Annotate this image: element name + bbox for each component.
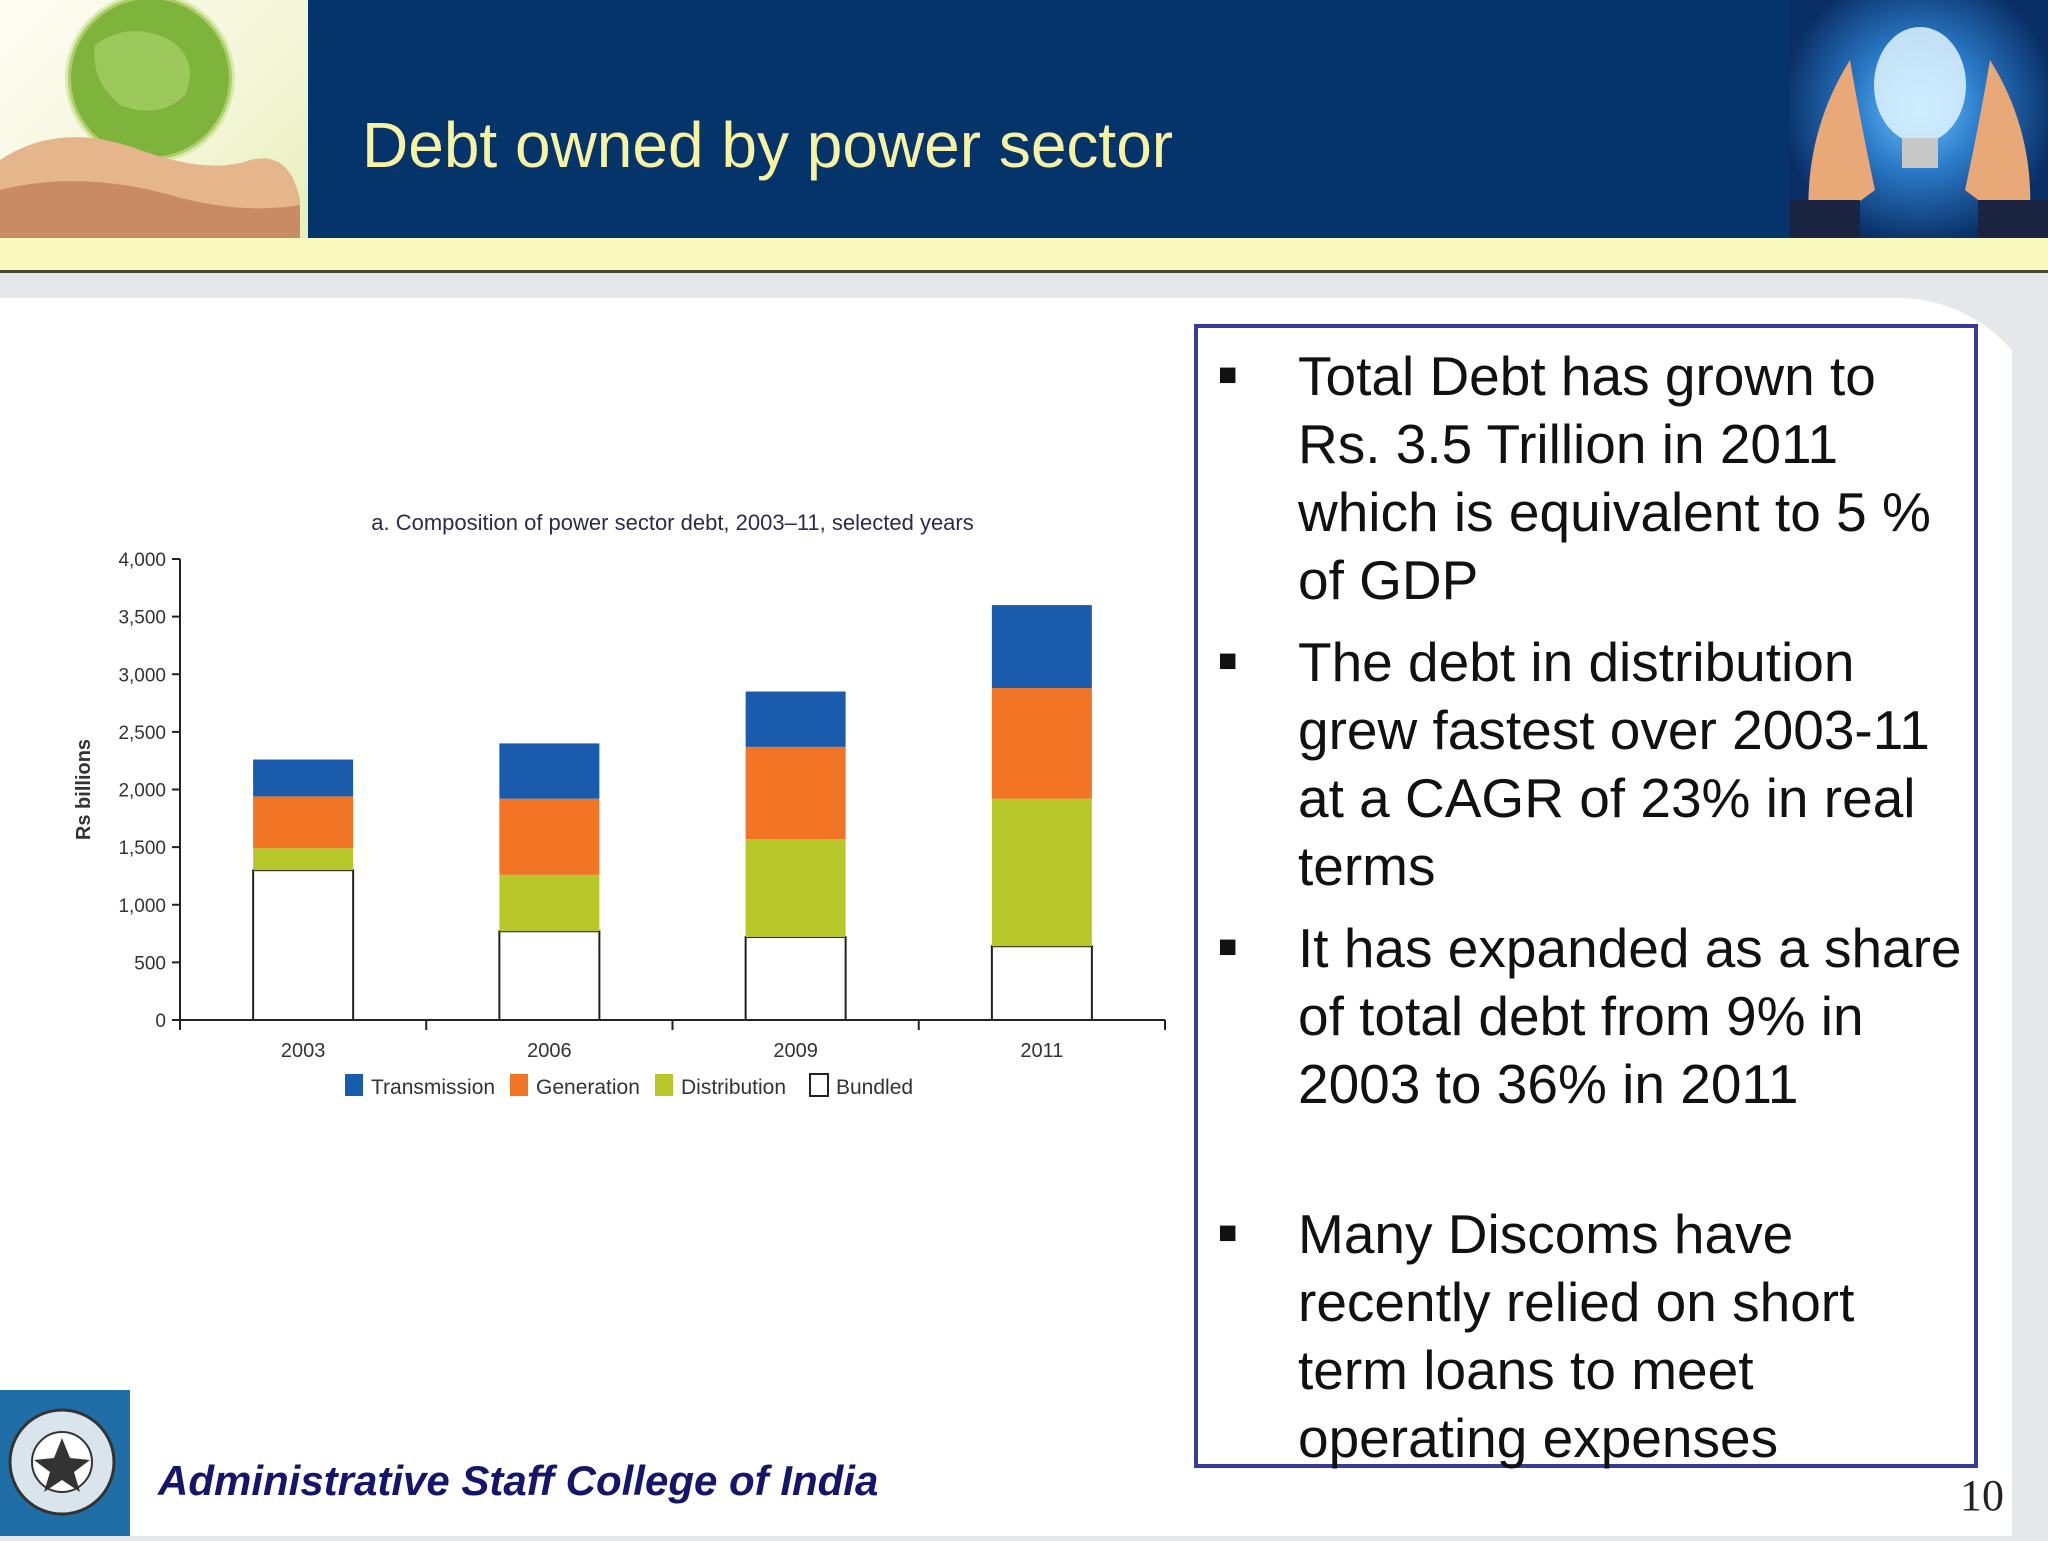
bullet-square-icon: ■	[1218, 642, 1238, 678]
bullet-text: It has expanded as a share of total debt…	[1298, 917, 1962, 1115]
college-emblem-icon	[8, 1408, 116, 1516]
bar-transmission-2009	[745, 691, 846, 747]
legend-swatch-transmission	[345, 1074, 363, 1096]
bar-bundled-2009	[744, 936, 847, 1021]
y-tick-label: 4,000	[118, 550, 166, 571]
x-tick-label: 2003	[281, 1040, 326, 1062]
bar-generation-2006	[499, 798, 600, 875]
y-tick-label: 2,000	[118, 781, 166, 802]
bar-generation-2003	[253, 796, 354, 849]
bullet-text: Many Discoms have recently relied on sho…	[1298, 1203, 1855, 1469]
y-tick-label: 0	[155, 1011, 166, 1032]
bullet-text: Total Debt has grown to Rs. 3.5 Trillion…	[1298, 345, 1931, 611]
y-tick-label: 3,000	[118, 665, 166, 686]
globe-in-hands-icon	[0, 0, 300, 238]
legend-label-bundled: Bundled	[836, 1076, 913, 1099]
header-divider-band	[0, 238, 2048, 273]
bar-distribution-2006	[499, 874, 600, 932]
legend-swatch-distribution	[655, 1074, 673, 1096]
bar-bundled-2003	[252, 869, 355, 1021]
bullet-text: The debt in distribution grew fastest ov…	[1298, 631, 1930, 897]
bullet-box: ■ Total Debt has grown to Rs. 3.5 Trilli…	[1194, 324, 1978, 1469]
x-tick-label: 2006	[527, 1040, 572, 1062]
y-axis-label: Rs billions	[73, 739, 95, 840]
bullet-square-icon: ■	[1218, 356, 1238, 392]
bullet-square-icon: ■	[1218, 928, 1238, 964]
legend-label-generation: Generation	[536, 1076, 640, 1099]
slide-header	[0, 0, 2048, 238]
light-bulb-icon	[1790, 27, 2048, 238]
right-shade	[2012, 298, 2048, 1536]
y-tick-label: 1,000	[118, 896, 166, 917]
y-tick-label: 2,500	[118, 723, 166, 744]
bar-bundled-2011	[990, 945, 1093, 1021]
slide-title: Debt owned by power sector	[362, 109, 1174, 181]
y-tick-label: 3,500	[118, 608, 166, 629]
globe-in-hands-image	[0, 0, 308, 238]
bar-distribution-2009	[745, 839, 846, 938]
y-tick-label: 500	[134, 953, 166, 974]
bar-distribution-2003	[253, 848, 354, 871]
bar-transmission-2003	[253, 759, 354, 797]
chart-title: a. Composition of power sector debt, 200…	[371, 510, 974, 535]
y-tick-label: 1,500	[118, 838, 166, 859]
stacked-bar-chart: a. Composition of power sector debt, 200…	[73, 510, 1166, 1099]
college-logo	[0, 1390, 130, 1536]
legend-swatch-bundled	[809, 1073, 829, 1097]
bar-transmission-2011	[991, 605, 1092, 689]
bar-transmission-2006	[499, 743, 600, 799]
footer-college-name: Administrative Staff College of India	[158, 1457, 879, 1504]
x-tick-label: 2009	[773, 1040, 818, 1062]
legend-label-distribution: Distribution	[681, 1076, 786, 1099]
bar-generation-2009	[745, 746, 846, 840]
x-tick-label: 2011	[1020, 1040, 1063, 1062]
legend-swatch-generation	[510, 1074, 528, 1096]
bulb-in-hands-image	[1790, 0, 2048, 238]
bullet-square-icon: ■	[1218, 1214, 1238, 1250]
legend-label-transmission: Transmission	[371, 1076, 495, 1099]
bar-distribution-2011	[991, 798, 1092, 947]
bar-bundled-2006	[498, 930, 601, 1022]
page-number: 10	[1960, 1471, 2004, 1520]
bar-generation-2011	[991, 688, 1092, 799]
